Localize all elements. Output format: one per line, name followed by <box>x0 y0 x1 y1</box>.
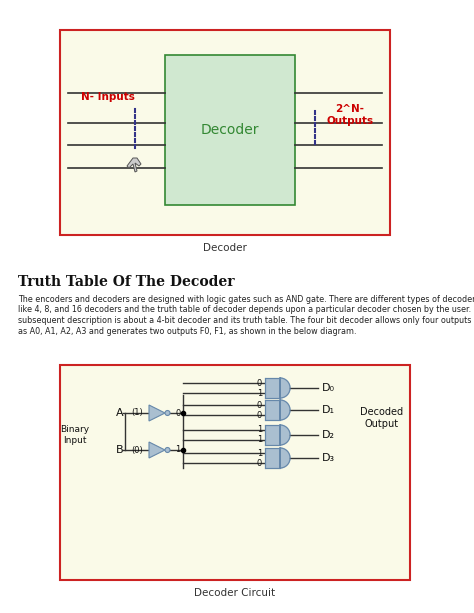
Text: 1: 1 <box>257 449 262 457</box>
Text: Truth Table Of The Decoder: Truth Table Of The Decoder <box>18 275 235 289</box>
Text: B: B <box>116 445 124 455</box>
Text: D₁: D₁ <box>322 405 335 415</box>
Text: (0): (0) <box>131 446 143 454</box>
Polygon shape <box>149 405 165 421</box>
FancyBboxPatch shape <box>265 378 280 398</box>
FancyBboxPatch shape <box>60 30 390 235</box>
Polygon shape <box>280 448 290 468</box>
Polygon shape <box>280 400 290 420</box>
Text: Decoder Circuit: Decoder Circuit <box>194 588 275 598</box>
Text: D₃: D₃ <box>322 453 335 463</box>
Text: 1: 1 <box>257 389 262 397</box>
Text: 0: 0 <box>257 459 262 468</box>
Text: 0: 0 <box>257 400 262 409</box>
Text: 1: 1 <box>257 435 262 444</box>
Text: 0: 0 <box>257 378 262 387</box>
Polygon shape <box>280 378 290 398</box>
Text: like 4, 8, and 16 decoders and the truth table of decoder depends upon a particu: like 4, 8, and 16 decoders and the truth… <box>18 305 474 314</box>
Text: Decoder: Decoder <box>203 243 247 253</box>
Text: 0: 0 <box>175 408 181 417</box>
FancyBboxPatch shape <box>60 365 410 580</box>
Polygon shape <box>149 442 165 458</box>
Text: The encoders and decoders are designed with logic gates such as AND gate. There : The encoders and decoders are designed w… <box>18 295 474 304</box>
FancyBboxPatch shape <box>265 400 280 420</box>
Text: (1): (1) <box>131 408 143 417</box>
Text: 0: 0 <box>257 411 262 419</box>
Circle shape <box>165 447 170 452</box>
Text: D₀: D₀ <box>322 383 335 393</box>
Text: 2^N-
Outputs: 2^N- Outputs <box>327 104 374 126</box>
FancyBboxPatch shape <box>265 425 280 445</box>
Text: A: A <box>116 408 124 418</box>
Text: 1: 1 <box>175 446 181 454</box>
Polygon shape <box>280 425 290 445</box>
Text: N- Inputs: N- Inputs <box>81 92 135 102</box>
Text: Binary
Input: Binary Input <box>61 425 90 445</box>
Text: as A0, A1, A2, A3 and generates two outputs F0, F1, as shown in the below diagra: as A0, A1, A2, A3 and generates two outp… <box>18 327 356 335</box>
Text: Decoder: Decoder <box>201 123 259 137</box>
Text: Decoded
Output: Decoded Output <box>360 407 403 429</box>
Text: D₂: D₂ <box>322 430 335 440</box>
FancyBboxPatch shape <box>265 448 280 468</box>
Text: subsequent description is about a 4-bit decoder and its truth table. The four bi: subsequent description is about a 4-bit … <box>18 316 474 325</box>
Polygon shape <box>127 158 141 172</box>
Text: 1: 1 <box>257 425 262 435</box>
FancyBboxPatch shape <box>165 55 295 205</box>
Circle shape <box>165 411 170 416</box>
